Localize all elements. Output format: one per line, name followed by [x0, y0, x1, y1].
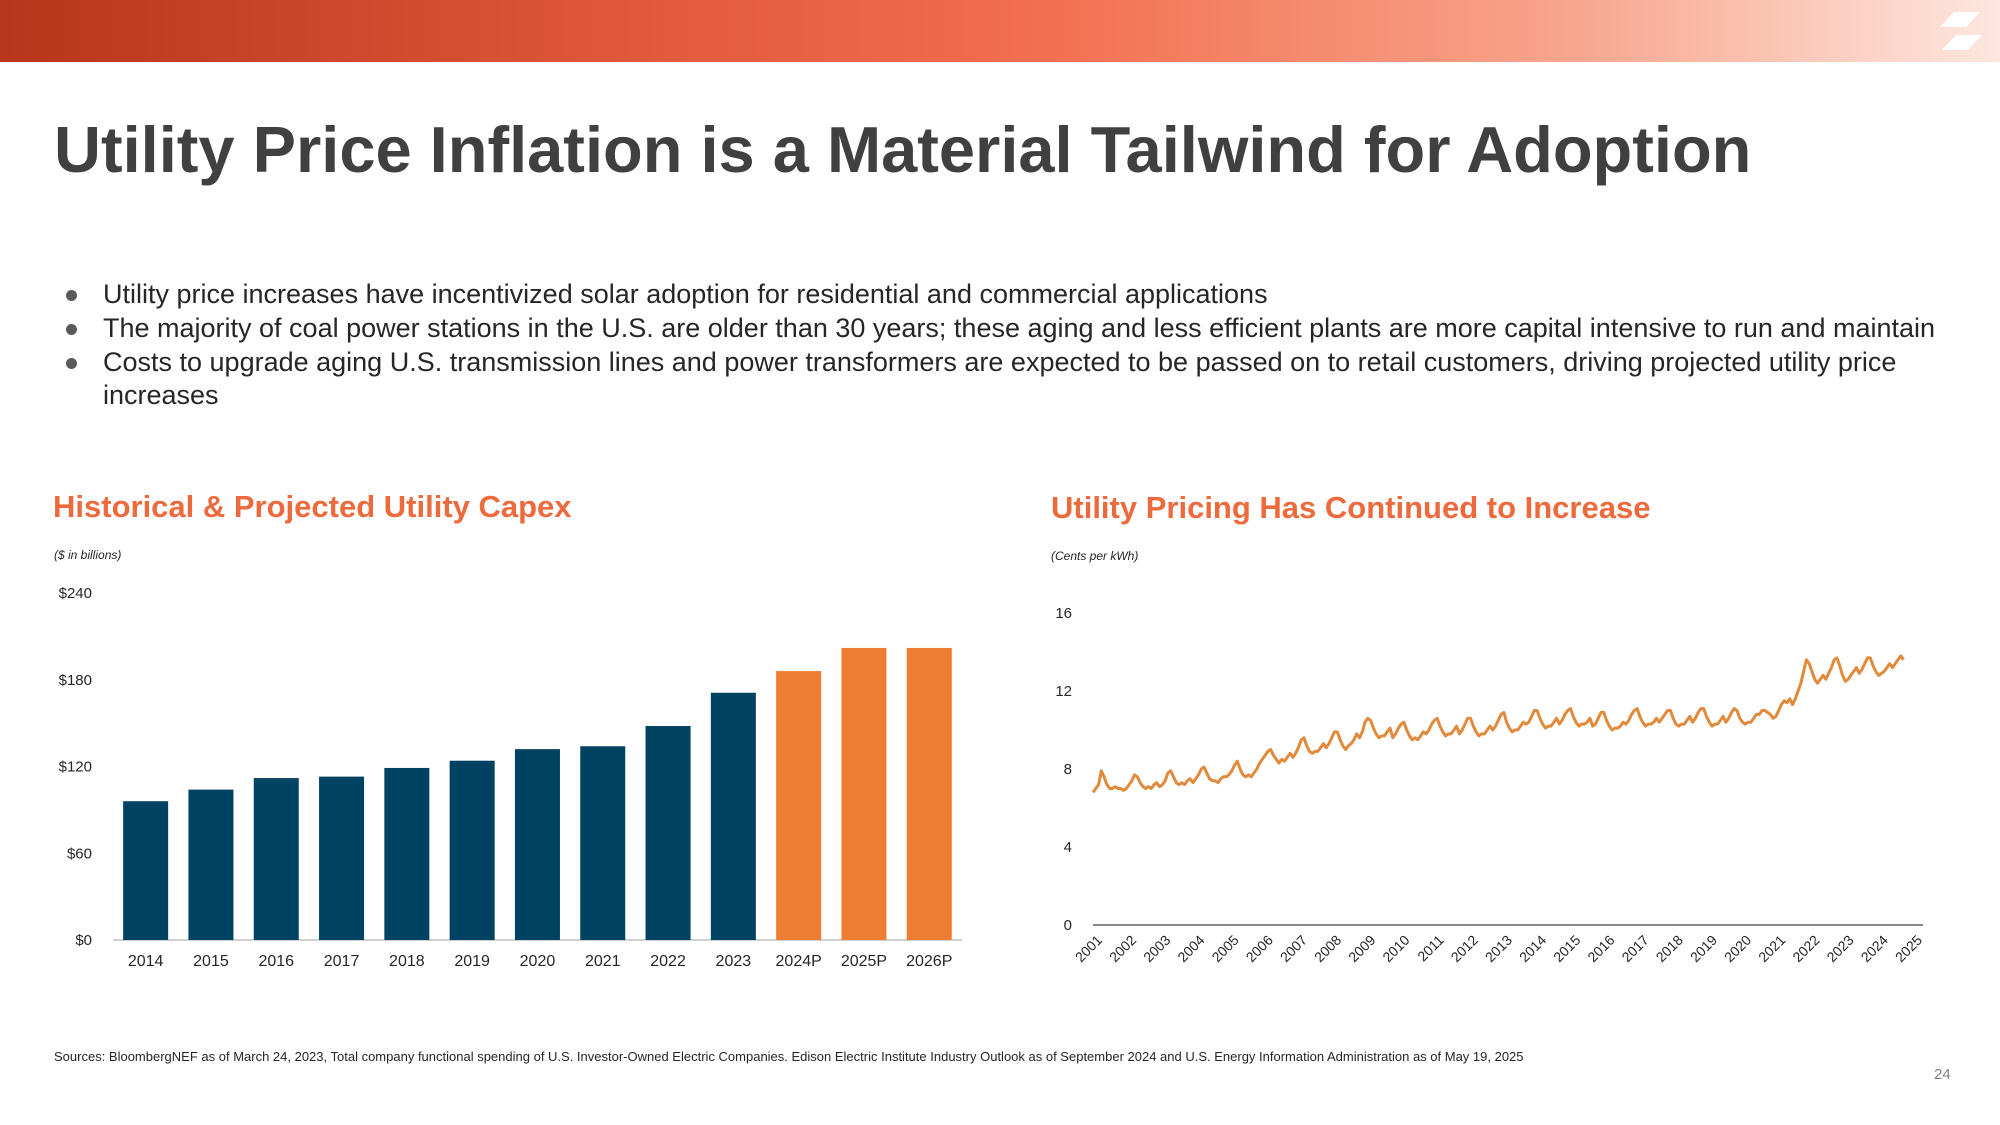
pricing-x-tick-label: 2008: [1311, 932, 1344, 965]
capex-x-tick-label: 2019: [454, 953, 490, 970]
capex-x-tick-label: 2018: [389, 953, 425, 970]
capex-bar: [123, 801, 169, 940]
capex-x-tick-label: 2026P: [906, 953, 952, 970]
pricing-x-tick-label: 2014: [1516, 932, 1549, 965]
capex-chart-title: Historical & Projected Utility Capex: [53, 489, 572, 524]
pricing-x-tick-label: 2020: [1721, 932, 1754, 965]
capex-bar-chart: $0 $60 $120 $180 $240 2014 2015 2016 2017 2018 201…: [59, 585, 962, 970]
pricing-line-series: [1091, 654, 1905, 794]
pricing-x-tick-label: 2006: [1243, 932, 1276, 965]
capex-bar: [319, 776, 365, 940]
pricing-x-tick-label: 2010: [1379, 932, 1412, 965]
bullet-text: The majority of coal power stations in t…: [103, 313, 1936, 343]
pricing-x-tick-label: 2003: [1140, 932, 1173, 965]
page-number: 24: [1934, 1066, 1951, 1083]
pricing-x-tick-label: 2005: [1208, 932, 1241, 965]
pricing-x-tick-label: 2011: [1414, 932, 1447, 965]
pricing-y-tick-label: 4: [1064, 839, 1072, 856]
bullet-item: Costs to upgrade aging U.S. transmission…: [60, 346, 1960, 412]
bullet-dot-icon: [66, 324, 77, 335]
pricing-y-tick-label: 0: [1064, 917, 1072, 934]
bullet-list: Utility price increases have incentivize…: [60, 278, 1960, 413]
capex-x-tick-label: 2014: [128, 953, 164, 970]
capex-x-tick-label: 2020: [520, 953, 556, 970]
pricing-chart-title: Utility Pricing Has Continued to Increas…: [1051, 490, 1651, 525]
capex-y-tick-label: $60: [67, 845, 92, 862]
pricing-x-tick-label: 2024: [1858, 932, 1891, 965]
capex-bar: [841, 647, 887, 940]
page-title: Utility Price Inflation is a Material Ta…: [54, 113, 1752, 186]
pricing-x-tick-label: 2015: [1550, 932, 1583, 965]
pricing-y-tick-label: 12: [1055, 683, 1072, 700]
bullet-item: Utility price increases have incentivize…: [60, 278, 1960, 311]
pricing-x-tick-label: 2025: [1892, 932, 1925, 965]
brand-logo-icon: [1940, 12, 1982, 50]
pricing-x-tick-label: 2012: [1448, 932, 1481, 965]
pricing-x-tick-label: 2013: [1482, 932, 1515, 965]
capex-bar: [449, 760, 495, 940]
pricing-x-tick-label: 2023: [1823, 932, 1856, 965]
capex-x-tick-label: 2015: [193, 953, 229, 970]
pricing-x-tick-label: 2004: [1174, 932, 1207, 965]
capex-y-tick-label: $240: [59, 585, 92, 602]
capex-bar: [514, 749, 560, 940]
bullet-text: Costs to upgrade aging U.S. transmission…: [103, 347, 1897, 410]
top-banner: [0, 0, 2000, 62]
capex-x-tick-label: 2024P: [776, 953, 822, 970]
pricing-x-tick-label: 2002: [1106, 932, 1139, 965]
pricing-x-tick-label: 2022: [1789, 932, 1822, 965]
capex-bar: [253, 778, 299, 940]
pricing-x-tick-label: 2016: [1584, 932, 1617, 965]
capex-x-tick-label: 2023: [716, 953, 752, 970]
pricing-x-tick-label: 2018: [1653, 932, 1686, 965]
capex-x-tick-label: 2016: [258, 953, 294, 970]
pricing-x-tick-label: 2017: [1618, 932, 1651, 965]
capex-y-tick-label: $180: [59, 672, 92, 689]
capex-bar: [710, 692, 756, 940]
capex-x-tick-label: 2025P: [841, 953, 887, 970]
pricing-y-tick-label: 16: [1055, 605, 1072, 622]
pricing-x-tick-label: 2019: [1687, 932, 1720, 965]
pricing-x-tick-label: 2009: [1345, 932, 1378, 965]
capex-bar: [645, 726, 691, 940]
bullet-dot-icon: [66, 290, 77, 301]
bullet-item: The majority of coal power stations in t…: [60, 312, 1960, 345]
capex-y-tick-label: $0: [75, 932, 92, 949]
capex-y-tick-label: $120: [59, 759, 92, 776]
bullet-text: Utility price increases have incentivize…: [103, 279, 1268, 309]
pricing-chart-subtitle: (Cents per kWh): [1051, 549, 1139, 563]
pricing-x-tick-label: 2007: [1277, 932, 1310, 965]
pricing-y-tick-label: 8: [1064, 761, 1072, 778]
capex-chart-subtitle: ($ in billions): [54, 548, 122, 562]
capex-bar: [776, 671, 822, 940]
bullet-dot-icon: [66, 358, 77, 369]
capex-x-tick-label: 2022: [650, 953, 686, 970]
pricing-x-tick-label: 2001: [1072, 932, 1105, 965]
capex-bar: [188, 789, 234, 940]
capex-x-tick-label: 2021: [585, 953, 621, 970]
capex-bar: [384, 767, 430, 940]
capex-bar: [906, 647, 952, 940]
sources-footnote: Sources: BloombergNEF as of March 24, 20…: [54, 1049, 1524, 1064]
capex-x-tick-label: 2017: [324, 953, 360, 970]
pricing-x-tick-label: 2021: [1755, 932, 1788, 965]
capex-bar: [580, 746, 626, 940]
